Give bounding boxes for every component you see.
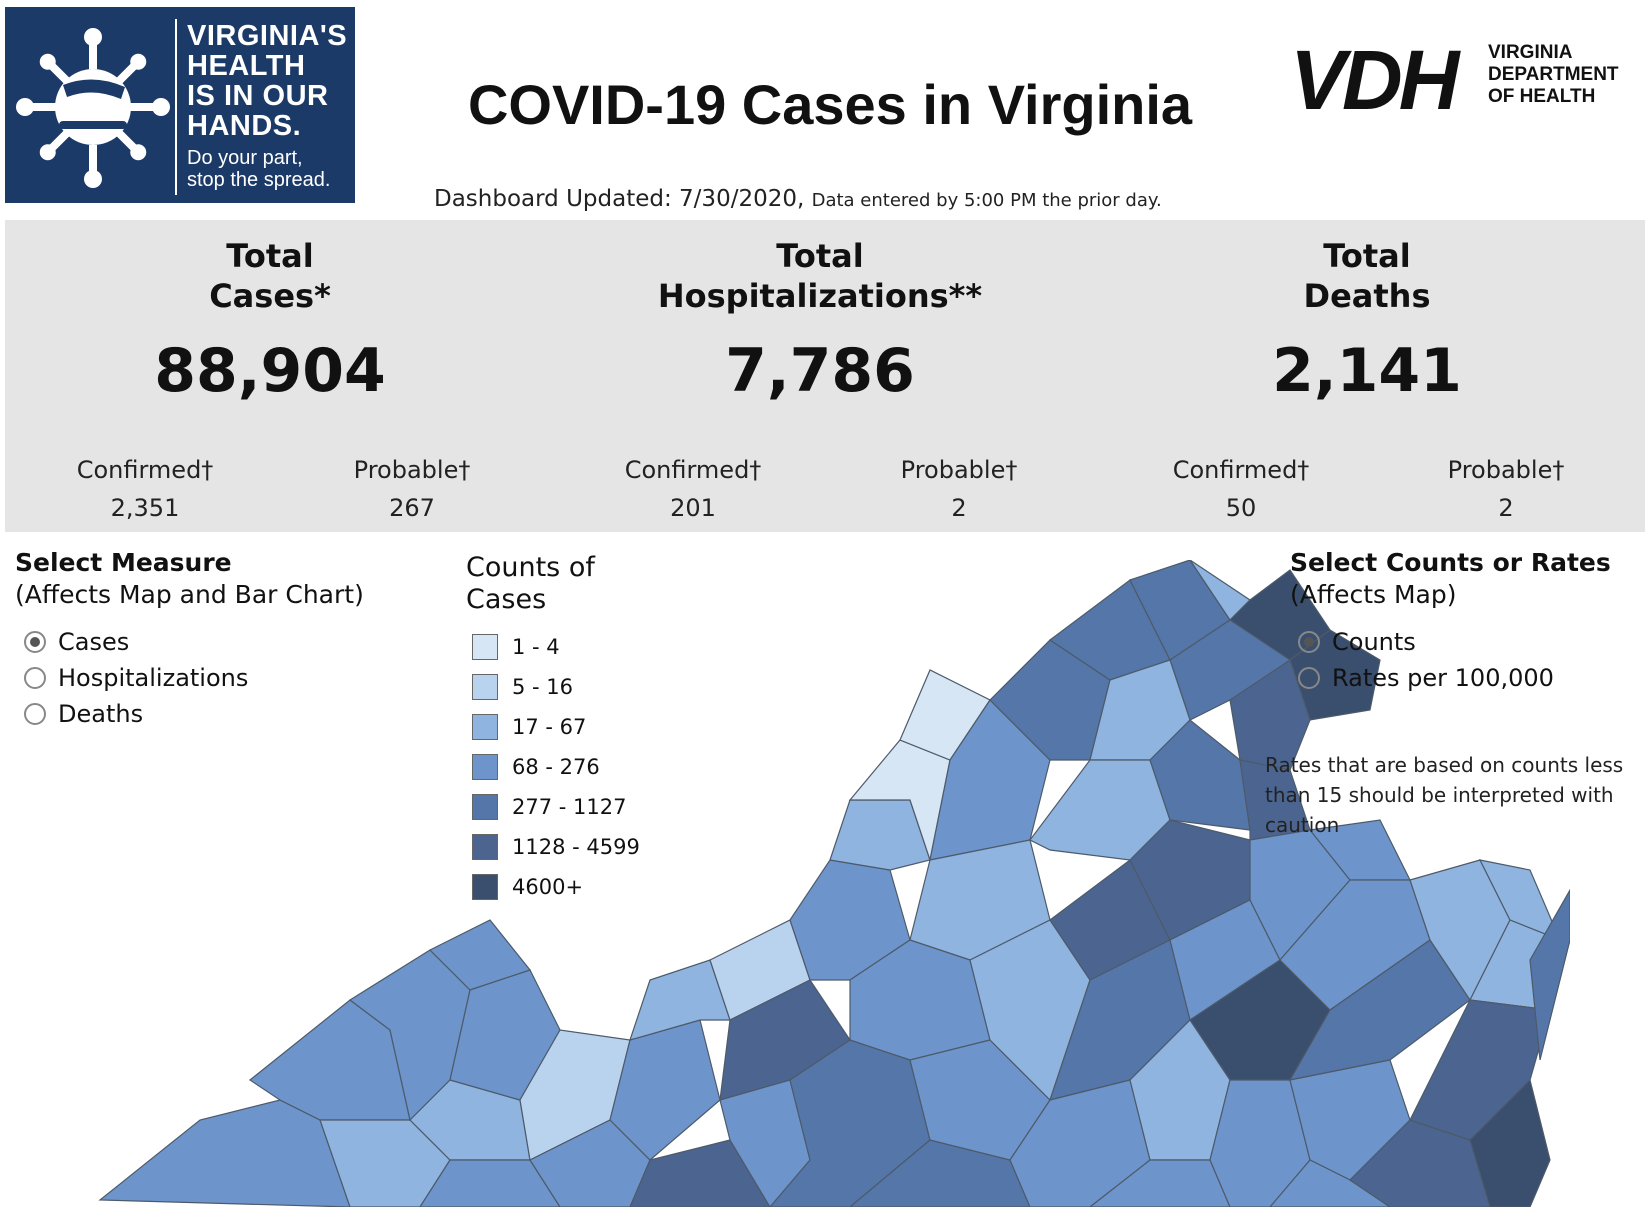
dashboard-updated: Dashboard Updated: 7/30/2020, Data enter…: [434, 186, 1162, 212]
radio-icon[interactable]: [24, 667, 46, 689]
total-cases-value: 88,904: [154, 336, 386, 406]
legend-item: 17 - 67: [472, 714, 586, 740]
option-counts[interactable]: Counts: [1298, 628, 1416, 656]
legend-label: 277 - 1127: [512, 795, 627, 819]
select-counts-rates-subheading: (Affects Map): [1290, 580, 1457, 609]
measure-option-deaths[interactable]: Deaths: [24, 700, 143, 728]
vdh-letters: VDH: [1290, 33, 1459, 127]
legend-swatch: [472, 834, 498, 860]
rates-caution-note: Rates that are based on counts less than…: [1265, 753, 1624, 837]
select-measure-heading: Select Measure: [15, 548, 232, 577]
badge-divider: [175, 19, 177, 195]
total-hospitalizations-value: 7,786: [725, 336, 915, 406]
legend-swatch: [472, 874, 498, 900]
radio-selected-icon[interactable]: [24, 631, 46, 653]
radio-icon[interactable]: [24, 703, 46, 725]
cases-probable: Probable† 267: [353, 456, 471, 522]
virginia-county-map: [98, 560, 1570, 1207]
legend-item: 5 - 16: [472, 674, 573, 700]
option-rates-per-100000[interactable]: Rates per 100,000: [1298, 664, 1554, 692]
legend-swatch: [472, 794, 498, 820]
vdh-org-name: VIRGINIA DEPARTMENT OF HEALTH: [1488, 42, 1619, 107]
campaign-badge: VIRGINIA'S HEALTH IS IN OUR HANDS. Do yo…: [5, 7, 355, 203]
legend-item: 68 - 276: [472, 754, 600, 780]
legend-label: 1 - 4: [512, 635, 560, 659]
legend-item: 1 - 4: [472, 634, 560, 660]
total-deaths-value: 2,141: [1272, 336, 1462, 406]
legend-label: 4600+: [512, 875, 584, 899]
select-counts-rates-heading: Select Counts or Rates: [1290, 548, 1611, 577]
badge-subtext: Do your part, stop the spread.: [187, 147, 331, 191]
map-county: [1289, 629, 1381, 721]
map-county: [1469, 1078, 1551, 1207]
summary-band: Total Cases* 88,904 Total Hospitalizatio…: [5, 220, 1645, 532]
total-deaths: Total Deaths 2,141: [1097, 236, 1637, 406]
total-cases: Total Cases* 88,904: [0, 236, 540, 406]
map-county: [1529, 888, 1570, 1061]
hospitalizations-probable: Probable† 2: [900, 456, 1018, 522]
cases-confirmed: Confirmed† 2,351: [76, 456, 214, 522]
radio-selected-icon[interactable]: [1298, 631, 1320, 653]
page-title: COVID-19 Cases in Virginia: [467, 73, 1193, 136]
legend-item: 277 - 1127: [472, 794, 626, 820]
legend-label: 68 - 276: [512, 755, 600, 779]
legend-label: 17 - 67: [512, 715, 587, 739]
total-hospitalizations: Total Hospitalizations** 7,786: [550, 236, 1090, 406]
legend-swatch: [472, 754, 498, 780]
legend-swatch: [472, 714, 498, 740]
legend-swatch: [472, 674, 498, 700]
measure-option-cases[interactable]: Cases: [24, 628, 129, 656]
virus-hands-icon: [16, 28, 170, 188]
legend-label: 1128 - 4599: [512, 835, 640, 859]
deaths-probable: Probable† 2: [1447, 456, 1565, 522]
map-county: [929, 699, 1051, 861]
legend-swatch: [472, 634, 498, 660]
deaths-confirmed: Confirmed† 50: [1172, 456, 1310, 522]
select-measure-subheading: (Affects Map and Bar Chart): [15, 580, 364, 609]
radio-icon[interactable]: [1298, 667, 1320, 689]
measure-option-hospitalizations[interactable]: Hospitalizations: [24, 664, 248, 692]
legend-label: 5 - 16: [512, 675, 574, 699]
map-county: [609, 1019, 721, 1161]
legend-title: Counts of Cases: [466, 552, 595, 615]
legend-item: 4600+: [472, 874, 583, 900]
badge-headline: VIRGINIA'S HEALTH IS IN OUR HANDS.: [187, 20, 348, 142]
vdh-logo: VDH VIRGINIA DEPARTMENT OF HEALTH: [1290, 33, 1630, 127]
legend-item: 1128 - 4599: [472, 834, 640, 860]
map-county: [1288, 939, 1471, 1081]
hospitalizations-confirmed: Confirmed† 201: [624, 456, 762, 522]
